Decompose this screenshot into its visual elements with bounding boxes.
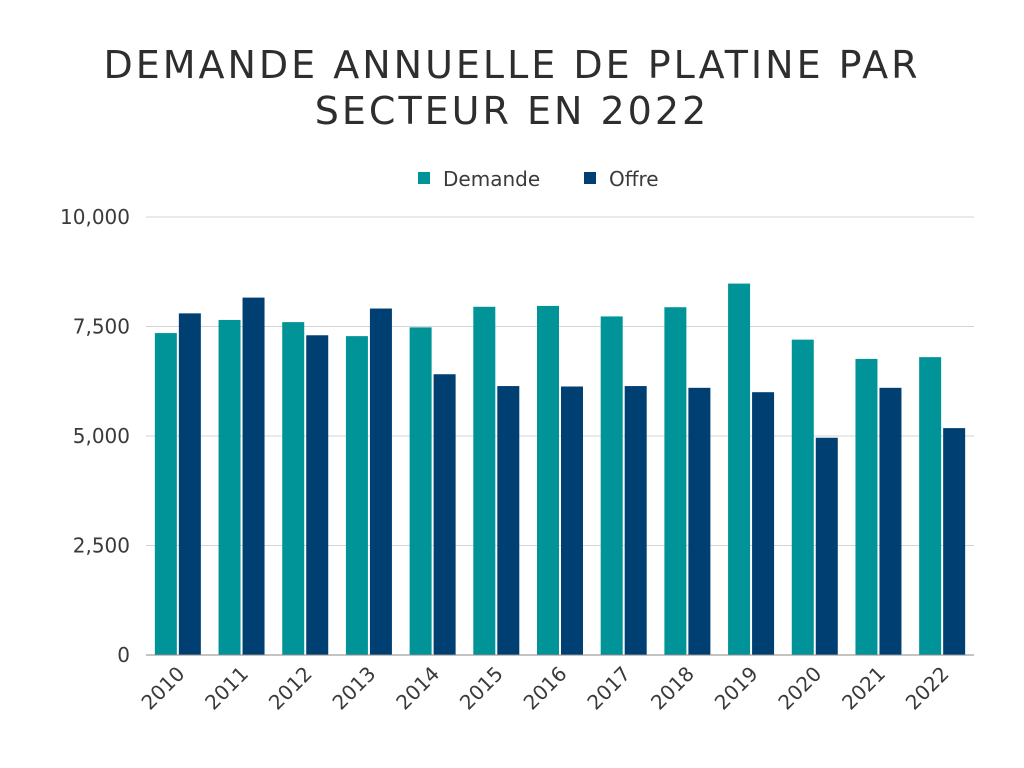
bar-demande-2012 <box>282 322 305 655</box>
x-tick-label: 2017 <box>582 662 635 715</box>
x-tick-label: 2022 <box>901 662 954 715</box>
bar-offre-2019 <box>752 392 775 655</box>
bar-demande-2022 <box>919 357 942 655</box>
y-tick-label: 5,000 <box>73 424 130 448</box>
legend-swatch <box>418 172 430 184</box>
y-tick-label: 0 <box>117 643 130 667</box>
bar-offre-2021 <box>879 387 902 655</box>
legend-label: Demande <box>443 167 540 191</box>
bar-demande-2021 <box>855 358 878 655</box>
x-tick-label: 2016 <box>519 662 572 715</box>
x-tick-label: 2011 <box>200 662 253 715</box>
bar-demande-2020 <box>791 339 814 655</box>
legend-swatch <box>584 172 596 184</box>
x-tick-label: 2010 <box>136 662 189 715</box>
x-tick-label: 2019 <box>710 662 763 715</box>
bar-offre-2018 <box>688 387 711 655</box>
y-tick-label: 7,500 <box>73 315 130 339</box>
bar-offre-2013 <box>369 308 392 655</box>
bar-demande-2015 <box>473 306 496 655</box>
chart-title: DEMANDE ANNUELLE DE PLATINE PAR SECTEUR … <box>103 43 921 133</box>
bar-offre-2016 <box>561 386 583 655</box>
x-tick-label: 2021 <box>837 662 890 715</box>
x-tick-label: 2015 <box>455 662 508 715</box>
bar-demande-2013 <box>345 336 368 655</box>
x-tick-label: 2018 <box>646 662 699 715</box>
bar-offre-2011 <box>242 297 265 655</box>
y-tick-label: 10,000 <box>60 205 130 229</box>
legend: Demande Offre <box>418 167 659 191</box>
bar-demande-2018 <box>664 307 687 655</box>
bar-offre-2022 <box>943 428 966 655</box>
bar-demande-2014 <box>409 327 432 655</box>
x-tick-label: 2012 <box>264 662 317 715</box>
bars <box>154 283 966 655</box>
bar-offre-2012 <box>306 335 329 655</box>
x-tick-label: 2013 <box>327 662 380 715</box>
y-axis: 0 2,500 5,000 7,500 10,000 <box>60 205 130 667</box>
legend-label: Offre <box>609 167 659 191</box>
bar-demande-2016 <box>537 305 559 655</box>
bar-offre-2017 <box>624 386 647 655</box>
bar-demande-2010 <box>154 333 177 655</box>
gridlines <box>146 216 974 546</box>
bar-offre-2020 <box>815 437 838 655</box>
bar-offre-2010 <box>178 313 201 655</box>
bar-offre-2014 <box>433 374 456 655</box>
bar-demande-2017 <box>600 316 623 655</box>
x-axis: 2010 2011 2012 2013 2014 2015 2016 2017 2018 2019… <box>136 654 974 715</box>
x-tick-label: 2014 <box>391 662 444 715</box>
x-tick-label: 2020 <box>773 662 826 715</box>
y-tick-label: 2,500 <box>73 534 130 558</box>
bar-demande-2019 <box>728 283 751 655</box>
bar-demande-2011 <box>218 319 241 655</box>
bar-offre-2015 <box>497 386 520 655</box>
